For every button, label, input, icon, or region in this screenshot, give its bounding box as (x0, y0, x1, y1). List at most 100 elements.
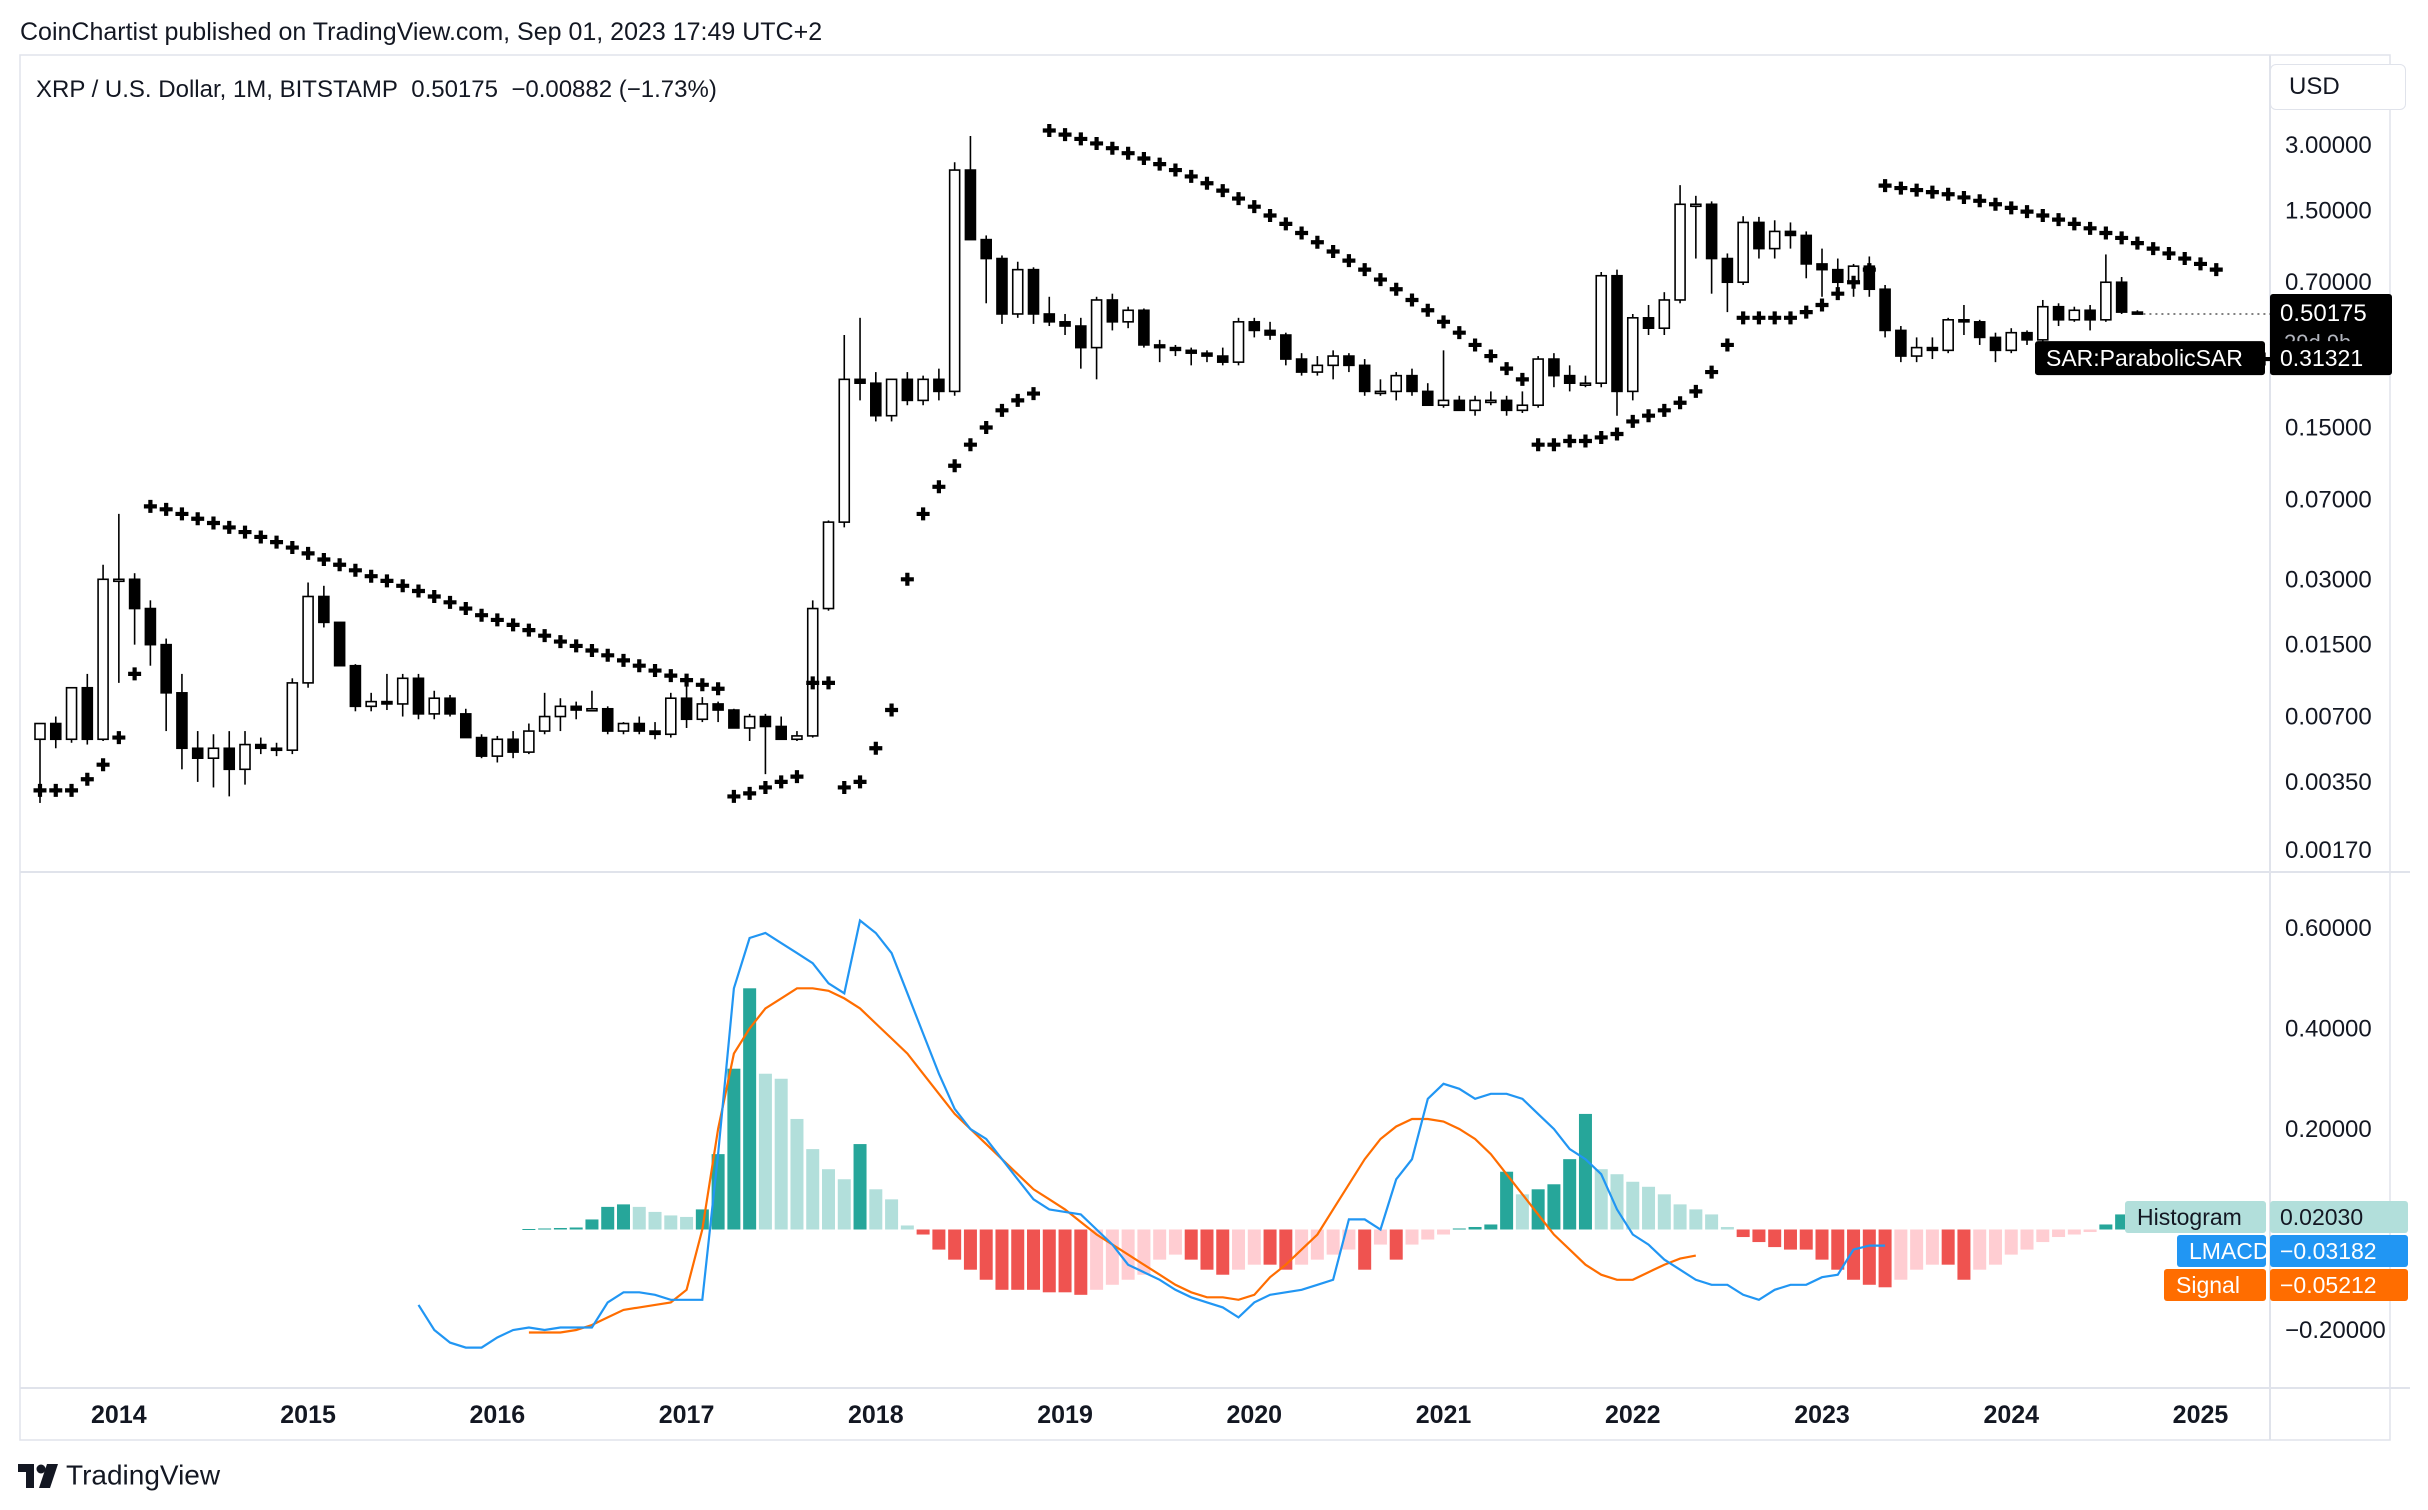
sar-point (1058, 128, 1072, 142)
sar-point (2020, 205, 2034, 219)
sar-point (1783, 311, 1797, 325)
candle (917, 375, 929, 406)
year-tick-label: 2014 (91, 1401, 147, 1429)
sar-point (774, 775, 788, 789)
candle (1516, 391, 1529, 413)
histogram-bar (1941, 1229, 1955, 1265)
candle-body (128, 578, 141, 610)
macd-tick-label: −0.20000 (2285, 1317, 2386, 1344)
sar-point (1405, 293, 1419, 307)
candle (1768, 220, 1781, 259)
axis-badges: 0.5017529d 9hSAR:ParabolicSAR0.31321Hist… (2035, 293, 2408, 1301)
histogram-bar (1626, 1181, 1640, 1230)
candle-body (980, 238, 993, 260)
currency-button[interactable]: USD (2270, 64, 2406, 110)
histogram-bar (1263, 1229, 1277, 1265)
histogram-bar (553, 1227, 567, 1230)
candle-body (1658, 299, 1671, 329)
histogram-bar (1389, 1229, 1403, 1260)
sar-point (2178, 252, 2192, 266)
candle (680, 684, 693, 728)
histogram-bar (1011, 1229, 1025, 1290)
sar-point (1642, 409, 1656, 423)
candle-body (523, 730, 535, 753)
histogram-bar (837, 1179, 851, 1230)
candle-body (1910, 346, 1923, 357)
sar-point (538, 629, 552, 643)
sar-point (270, 535, 284, 549)
candle-body (223, 747, 236, 771)
candle-body (1406, 374, 1418, 393)
sar-point (1389, 282, 1403, 296)
candle (1926, 337, 1939, 360)
candle-body (822, 521, 835, 610)
year-tick-label: 2017 (659, 1401, 715, 1429)
sar-point (2130, 236, 2144, 250)
candle (1737, 216, 1749, 285)
histogram-bar (885, 1199, 899, 1230)
histogram-bar (743, 988, 757, 1230)
candle-body (333, 621, 346, 667)
histogram-bar (1090, 1229, 1104, 1290)
macd-value-text: −0.03182 (2280, 1238, 2377, 1264)
sar-point (806, 676, 820, 690)
candle-body (1926, 346, 1939, 352)
sar-point (1847, 275, 1861, 289)
sar-point (853, 775, 867, 789)
sar-point (112, 731, 126, 745)
macd-tick-label: 0.60000 (2285, 915, 2372, 942)
sar-point (1484, 349, 1498, 363)
sar-point (1437, 315, 1451, 329)
histogram-bar (680, 1216, 694, 1230)
sar-point (1373, 273, 1387, 287)
candle (996, 255, 1008, 324)
histogram-bar (1058, 1229, 1072, 1293)
candle (318, 585, 330, 628)
histogram-bar (1815, 1229, 1829, 1260)
candle-body (1106, 299, 1119, 323)
candle-body (2021, 331, 2033, 341)
candle-body (1011, 268, 1024, 315)
sar-point (1515, 372, 1529, 386)
price-badge-value: 0.50175 (2280, 300, 2367, 327)
candle-body (649, 730, 661, 736)
candle (1563, 365, 1576, 392)
candle-body (270, 747, 283, 752)
histogram-bar (1326, 1229, 1340, 1255)
histogram-bar (1515, 1194, 1529, 1230)
histogram-bar (1042, 1229, 1056, 1293)
sar-point (680, 673, 694, 687)
candle (822, 520, 835, 611)
sar-point (837, 780, 851, 794)
candle-body (113, 578, 125, 583)
candle (1327, 350, 1339, 380)
candle-body (1753, 221, 1765, 250)
candle (412, 673, 425, 720)
macd-value-text: −0.05212 (2280, 1272, 2377, 1298)
candle (1705, 201, 1718, 294)
sar-point (1673, 396, 1687, 410)
candle (113, 513, 125, 683)
candle-body (1642, 317, 1655, 329)
candle (254, 737, 267, 755)
candle (1311, 356, 1324, 376)
histogram-bar (569, 1227, 583, 1230)
candle-body (286, 682, 299, 751)
candle-body (1185, 349, 1198, 354)
sar-point (900, 572, 914, 586)
candle-body (2084, 309, 2096, 321)
macd-label-text: Signal (2176, 1272, 2240, 1298)
candle (128, 573, 141, 645)
candle (207, 734, 220, 788)
histogram-bar (1216, 1229, 1230, 1275)
candle-body (1437, 399, 1450, 407)
sar-point (1421, 303, 1435, 317)
sar-point (33, 783, 47, 797)
tradingview-footer[interactable]: TradingView (18, 1458, 220, 1498)
candle-body (1485, 399, 1497, 404)
candle-body (1548, 358, 1560, 377)
sar-point (963, 438, 977, 452)
sar-point (1578, 434, 1592, 448)
candle-body (933, 378, 945, 393)
histogram-bar (1736, 1229, 1750, 1238)
